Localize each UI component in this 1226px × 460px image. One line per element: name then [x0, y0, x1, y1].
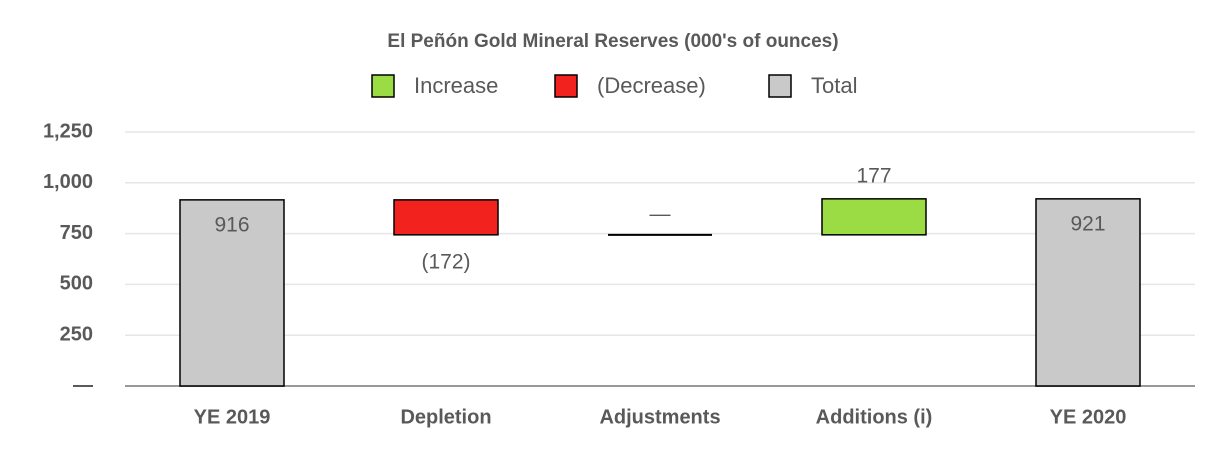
value-label: (172)	[421, 250, 470, 273]
legend-swatch	[371, 74, 395, 98]
x-tick-label: YE 2019	[194, 406, 271, 428]
value-label: 916	[214, 213, 249, 236]
bar	[393, 199, 499, 236]
legend-label: (Decrease)	[597, 73, 706, 98]
y-tick-label: 750	[60, 222, 93, 244]
y-tick-label: 500	[60, 273, 93, 295]
x-tick-label: YE 2020	[1050, 406, 1127, 428]
y-tick-label: 1,250	[43, 120, 93, 142]
x-tick-label: Depletion	[400, 406, 491, 428]
bar	[179, 199, 285, 387]
x-tick-label: Adjustments	[599, 406, 720, 428]
y-tick-label: 1,000	[43, 171, 93, 193]
bar	[1035, 198, 1141, 387]
legend-swatch	[768, 74, 792, 98]
value-label: —	[650, 202, 671, 225]
y-tick-label: 250	[60, 323, 93, 345]
legend-label: Total	[811, 73, 857, 98]
value-label: 177	[856, 164, 891, 187]
value-label: 921	[1070, 212, 1105, 235]
legend-swatch	[554, 74, 578, 98]
bar	[821, 198, 927, 236]
chart-title: El Peñón Gold Mineral Reserves (000's of…	[387, 31, 838, 52]
y-tick-label: —	[73, 374, 93, 396]
legend-label: Increase	[414, 73, 498, 98]
x-tick-label: Additions (i)	[816, 406, 933, 428]
